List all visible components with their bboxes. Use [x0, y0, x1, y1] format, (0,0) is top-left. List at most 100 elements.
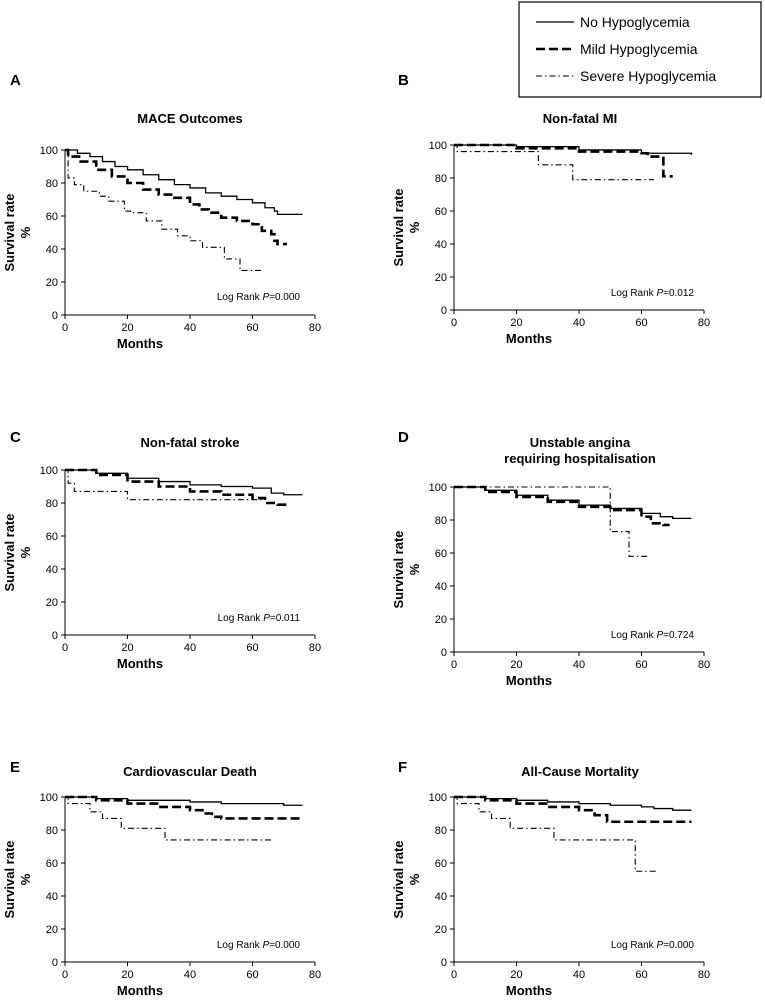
- series-severe-hypoglycemia: [65, 469, 262, 501]
- log-rank-p-symbol: P: [656, 630, 663, 641]
- log-rank-p-value: =0.000: [269, 940, 300, 951]
- y-tick-label: 0: [52, 310, 58, 322]
- y-axis-label: %: [18, 226, 33, 238]
- log-rank-annotation: Log Rank P=0.012: [611, 288, 695, 299]
- y-tick-label: 80: [46, 498, 58, 510]
- y-axis-label: Survival rate: [391, 840, 406, 918]
- series-severe-hypoglycemia: [65, 149, 262, 271]
- y-tick-label: 0: [52, 957, 58, 969]
- x-tick-label: 20: [510, 659, 522, 671]
- y-axis-label: Survival rate: [391, 188, 406, 266]
- panel-a: A MACE Outcomes 0 20 40 60 80 100 0 20 40 60 80 Month…: [2, 72, 321, 351]
- x-tick-label: 20: [121, 969, 133, 981]
- x-tick-label: 60: [635, 317, 647, 329]
- legend-label: No Hypoglycemia: [580, 14, 690, 30]
- chart-title: Cardiovascular Death: [123, 764, 257, 779]
- chart-title: requiring hospitalisation: [504, 451, 656, 466]
- series-mild-hypoglycemia: [65, 148, 287, 246]
- x-tick-label: 0: [451, 317, 457, 329]
- y-tick-label: 60: [435, 206, 447, 218]
- log-rank-annotation: Log Rank P=0.000: [217, 940, 301, 951]
- x-tick-label: 60: [635, 659, 647, 671]
- y-tick-label: 100: [40, 145, 58, 157]
- x-tick-label: 40: [573, 317, 585, 329]
- series-severe-hypoglycemia: [454, 486, 648, 557]
- panel-b: B Non-fatal MI 0 20 40 60 80 100 0 20 40 60 80 Months…: [391, 72, 710, 346]
- panel-letter: E: [10, 759, 20, 776]
- log-rank-p-symbol: P: [656, 940, 663, 951]
- log-rank-annotation: Log Rank P=0.011: [218, 613, 301, 624]
- x-tick-label: 40: [184, 322, 196, 334]
- log-rank-prefix: Log Rank: [611, 630, 657, 641]
- series-mild-hypoglycemia: [65, 795, 303, 820]
- x-tick-label: 80: [309, 642, 321, 654]
- x-tick-label: 40: [184, 969, 196, 981]
- y-tick-label: 40: [435, 891, 447, 903]
- y-tick-label: 40: [435, 581, 447, 593]
- x-tick-label: 20: [510, 317, 522, 329]
- x-axis-label: Months: [506, 983, 552, 998]
- series-no-hypoglycemia: [454, 796, 692, 811]
- y-tick-label: 60: [435, 858, 447, 870]
- y-tick-label: 60: [46, 211, 58, 223]
- x-tick-label: 80: [309, 322, 321, 334]
- chart-panels: A MACE Outcomes 0 20 40 60 80 100 0 20 40 60 80 Month…: [2, 72, 710, 998]
- y-tick-label: 80: [435, 515, 447, 527]
- x-tick-label: 60: [635, 969, 647, 981]
- x-tick-label: 0: [451, 969, 457, 981]
- log-rank-p-symbol: P: [656, 288, 663, 299]
- chart-title: Non-fatal MI: [543, 111, 617, 126]
- y-tick-label: 100: [429, 482, 447, 494]
- x-axis-label: Months: [117, 336, 163, 351]
- series-severe-hypoglycemia: [65, 796, 272, 841]
- y-tick-label: 0: [441, 647, 447, 659]
- y-tick-label: 100: [40, 792, 58, 804]
- x-axis-label: Months: [506, 673, 552, 688]
- x-tick-label: 0: [62, 642, 68, 654]
- panel-f: F All-Cause Mortality 0 20 40 60 80 100 0 20 40 60 8…: [391, 759, 710, 998]
- log-rank-prefix: Log Rank: [217, 940, 263, 951]
- panel-letter: D: [398, 429, 409, 446]
- y-tick-label: 80: [435, 825, 447, 837]
- y-axis-label: Survival rate: [391, 530, 406, 608]
- log-rank-p-symbol: P: [262, 940, 269, 951]
- legend: No Hypoglycemia Mild Hypoglycemia Severe H…: [518, 1, 762, 98]
- x-tick-label: 0: [451, 659, 457, 671]
- y-tick-label: 100: [429, 140, 447, 152]
- log-rank-prefix: Log Rank: [218, 613, 264, 624]
- x-tick-label: 20: [510, 969, 522, 981]
- y-axis-label: %: [18, 546, 33, 558]
- series-no-hypoglycemia: [65, 149, 303, 215]
- x-axis-label: Months: [117, 983, 163, 998]
- y-tick-label: 80: [46, 825, 58, 837]
- panel-letter: C: [10, 429, 21, 446]
- series-no-hypoglycemia: [65, 469, 303, 496]
- y-tick-label: 60: [46, 858, 58, 870]
- y-tick-label: 60: [435, 548, 447, 560]
- series-mild-hypoglycemia: [454, 795, 692, 824]
- log-rank-p-value: =0.012: [663, 288, 694, 299]
- y-tick-label: 0: [52, 630, 58, 642]
- series-severe-hypoglycemia: [454, 144, 654, 181]
- series-mild-hypoglycemia: [454, 485, 670, 527]
- y-tick-label: 20: [46, 597, 58, 609]
- panel-letter: B: [398, 72, 409, 89]
- legend-label: Severe Hypoglycemia: [580, 68, 716, 84]
- y-axis-label: Survival rate: [2, 840, 17, 918]
- y-tick-label: 0: [441, 957, 447, 969]
- chart-title: MACE Outcomes: [137, 111, 242, 126]
- y-tick-label: 20: [435, 924, 447, 936]
- log-rank-p-symbol: P: [262, 292, 269, 303]
- panel-letter: A: [10, 72, 21, 89]
- log-rank-p-value: =0.724: [663, 630, 694, 641]
- x-tick-label: 80: [698, 659, 710, 671]
- x-tick-label: 80: [309, 969, 321, 981]
- y-tick-label: 60: [46, 531, 58, 543]
- x-tick-label: 0: [62, 322, 68, 334]
- x-tick-label: 40: [573, 659, 585, 671]
- log-rank-p-value: =0.011: [270, 613, 301, 624]
- y-tick-label: 20: [435, 272, 447, 284]
- y-axis-label: %: [18, 873, 33, 885]
- log-rank-prefix: Log Rank: [611, 940, 657, 951]
- x-axis-label: Months: [506, 331, 552, 346]
